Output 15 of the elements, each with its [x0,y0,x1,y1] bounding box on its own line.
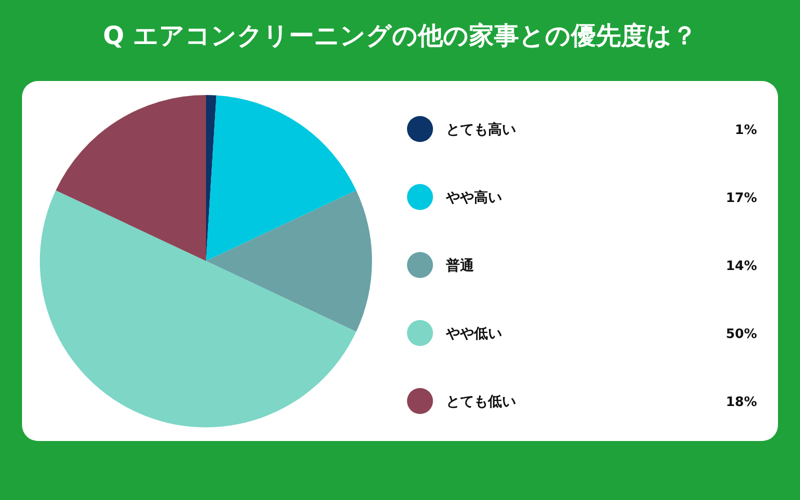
pie-slice [56,95,206,261]
data-label: 1% [734,123,757,138]
data-label: 18% [726,395,757,410]
legend-label: 普通 [445,257,475,274]
data-label: 14% [726,259,757,274]
legend-label: とても高い [446,121,516,138]
legend-label: やや高い [445,189,502,206]
data-label: 50% [726,327,757,342]
legend-label: とても低い [446,394,516,410]
pie-slice [206,95,356,261]
chart-title: Q エアコンクリーニングの他の家事との優先度は？ [103,21,697,50]
legend-label: やや低い [445,326,502,342]
pie-slice [40,190,356,428]
pie-slice [206,190,372,332]
data-label: 17% [726,191,757,206]
